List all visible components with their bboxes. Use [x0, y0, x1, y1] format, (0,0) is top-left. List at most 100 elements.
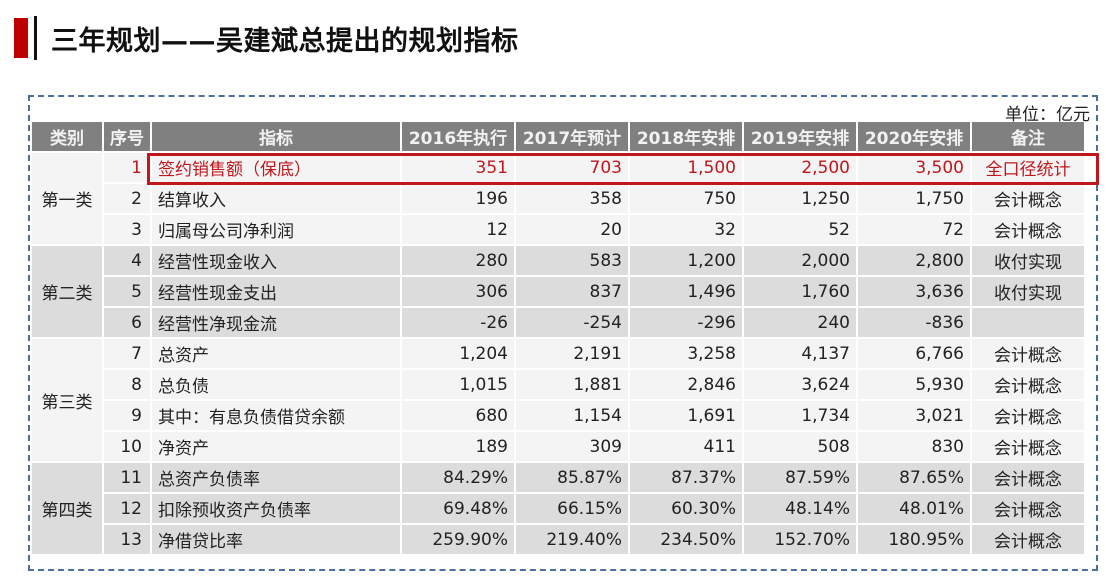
- seq-cell: 11: [104, 463, 150, 492]
- table-row: 2 结算收入 196 358 750 1,250 1,750 会计概念: [32, 184, 1084, 213]
- category-cell: 第一类: [32, 153, 102, 244]
- value-cell: 85.87%: [516, 463, 628, 492]
- value-cell: 87.59%: [744, 463, 856, 492]
- indicator-cell: 扣除预收资产负债率: [152, 494, 400, 523]
- value-cell: 12: [402, 215, 514, 244]
- seq-cell: 8: [104, 370, 150, 399]
- value-cell: 1,015: [402, 370, 514, 399]
- value-cell: 72: [858, 215, 970, 244]
- value-cell: 411: [630, 432, 742, 461]
- value-cell: 219.40%: [516, 525, 628, 554]
- value-cell: 1,154: [516, 401, 628, 430]
- title-bar: 三年规划——吴建斌总提出的规划指标: [14, 16, 519, 60]
- value-cell: 189: [402, 432, 514, 461]
- note-cell: 会计概念: [972, 463, 1084, 492]
- title-divider: [34, 16, 37, 60]
- category-cell: 第二类: [32, 246, 102, 337]
- note-cell: 会计概念: [972, 494, 1084, 523]
- header-indicator: 指标: [152, 122, 400, 151]
- table-row: 9 其中：有息负债借贷余额 680 1,154 1,691 1,734 3,021 会计概念: [32, 401, 1084, 430]
- indicator-cell: 总资产: [152, 339, 400, 368]
- indicator-cell: 总负债: [152, 370, 400, 399]
- table-row: 第一类 1 签约销售额（保底） 351 703 1,500 2,500 3,500 全口径统计: [32, 153, 1084, 244]
- table-row: 13 净借贷比率 259.90% 219.40% 234.50% 152.70% 180.9…: [32, 525, 1084, 554]
- indicator-cell: 经营性现金支出: [152, 277, 400, 306]
- value-cell: -26: [402, 308, 514, 337]
- note-cell: [972, 308, 1084, 337]
- value-cell: 48.14%: [744, 494, 856, 523]
- value-cell: 52: [744, 215, 856, 244]
- value-cell: 3,636: [858, 277, 970, 306]
- value-cell: 280: [402, 246, 514, 275]
- value-cell: 259.90%: [402, 525, 514, 554]
- planning-table: 类别 序号 指标 2016年执行 2017年预计 2018年安排 2019年安排…: [30, 120, 1086, 556]
- value-cell: 48.01%: [858, 494, 970, 523]
- header-2017: 2017年预计: [516, 122, 628, 151]
- table-row: 第三类 7 总资产 1,204 2,191 3,258 4,137 6,766 会计概念: [32, 339, 1084, 461]
- value-cell: 87.65%: [858, 463, 970, 492]
- seq-cell: 6: [104, 308, 150, 337]
- value-cell: 309: [516, 432, 628, 461]
- value-cell: 32: [630, 215, 742, 244]
- note-cell: 会计概念: [972, 339, 1084, 368]
- seq-cell: 13: [104, 525, 150, 554]
- value-cell: 180.95%: [858, 525, 970, 554]
- table-row: 第二类 4 经营性现金收入 280 583 1,200 2,000 2,800 收付实现: [32, 246, 1084, 337]
- value-cell: 84.29%: [402, 463, 514, 492]
- indicator-cell: 其中：有息负债借贷余额: [152, 401, 400, 430]
- category-cell: 第四类: [32, 463, 102, 554]
- table-row: 10 净资产 189 309 411 508 830 会计概念: [32, 432, 1084, 461]
- seq-cell: 12: [104, 494, 150, 523]
- value-cell: 196: [402, 184, 514, 213]
- value-cell: 4,137: [744, 339, 856, 368]
- indicator-cell: 净借贷比率: [152, 525, 400, 554]
- table-row: 12 扣除预收资产负债率 69.48% 66.15% 60.30% 48.14% 48.01…: [32, 494, 1084, 523]
- table-body: 第一类 1 签约销售额（保底） 351 703 1,500 2,500 3,500 全口径统计 2…: [32, 153, 1084, 554]
- dashed-frame: [28, 95, 1098, 571]
- note-cell: 会计概念: [972, 370, 1084, 399]
- value-cell: 20: [516, 215, 628, 244]
- seq-cell: 4: [104, 246, 150, 275]
- value-cell: 234.50%: [630, 525, 742, 554]
- header-category: 类别: [32, 122, 102, 151]
- value-cell: 240: [744, 308, 856, 337]
- value-cell: 66.15%: [516, 494, 628, 523]
- value-cell: 5,930: [858, 370, 970, 399]
- seq-cell: 3: [104, 215, 150, 244]
- header-2018: 2018年安排: [630, 122, 742, 151]
- note-cell: 会计概念: [972, 432, 1084, 461]
- seq-cell: 2: [104, 184, 150, 213]
- seq-cell: 10: [104, 432, 150, 461]
- note-cell: 会计概念: [972, 401, 1084, 430]
- value-cell: 306: [402, 277, 514, 306]
- value-cell: 1,200: [630, 246, 742, 275]
- value-cell: 2,191: [516, 339, 628, 368]
- value-cell: 1,881: [516, 370, 628, 399]
- value-cell: 2,500: [744, 153, 856, 182]
- title-accent-block: [14, 18, 28, 58]
- value-cell: -296: [630, 308, 742, 337]
- value-cell: 680: [402, 401, 514, 430]
- value-cell: 87.37%: [630, 463, 742, 492]
- note-cell: 会计概念: [972, 184, 1084, 213]
- value-cell: 1,750: [858, 184, 970, 213]
- value-cell: -254: [516, 308, 628, 337]
- header-note: 备注: [972, 122, 1084, 151]
- value-cell: 583: [516, 246, 628, 275]
- indicator-cell: 经营性净现金流: [152, 308, 400, 337]
- header-seq: 序号: [104, 122, 150, 151]
- indicator-cell: 结算收入: [152, 184, 400, 213]
- value-cell: 3,500: [858, 153, 970, 182]
- value-cell: 750: [630, 184, 742, 213]
- seq-cell: 1: [104, 153, 150, 182]
- header-2016: 2016年执行: [402, 122, 514, 151]
- value-cell: -836: [858, 308, 970, 337]
- value-cell: 3,258: [630, 339, 742, 368]
- value-cell: 69.48%: [402, 494, 514, 523]
- value-cell: 830: [858, 432, 970, 461]
- category-cell: 第三类: [32, 339, 102, 461]
- value-cell: 152.70%: [744, 525, 856, 554]
- value-cell: 351: [402, 153, 514, 182]
- table-row: 5 经营性现金支出 306 837 1,496 1,760 3,636 收付实现: [32, 277, 1084, 306]
- seq-cell: 7: [104, 339, 150, 368]
